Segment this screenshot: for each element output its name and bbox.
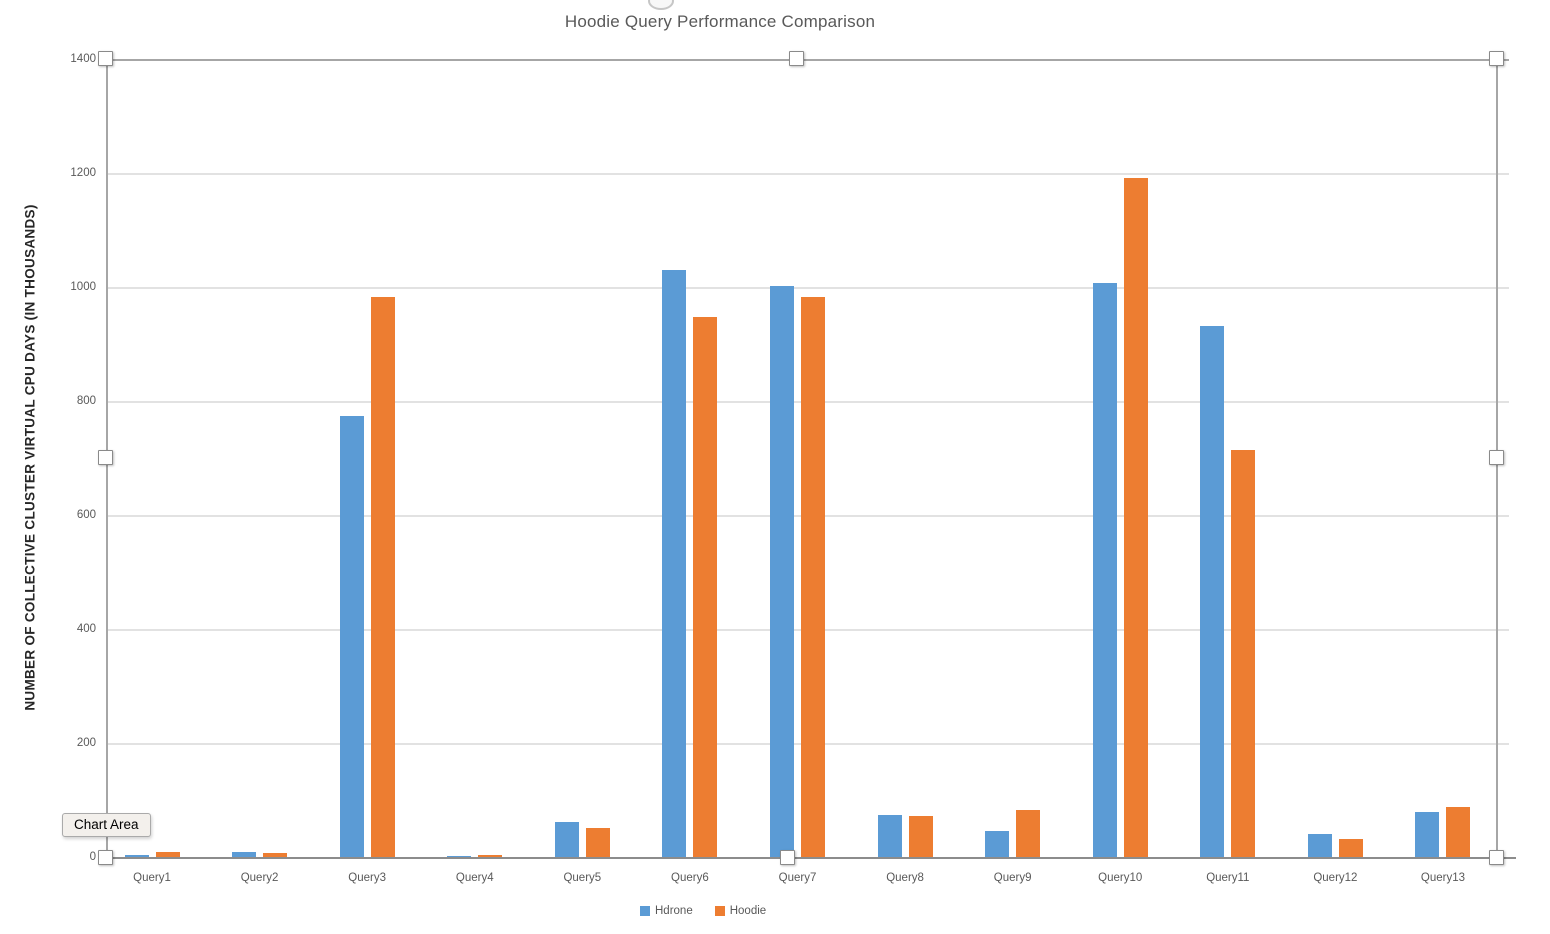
x-tick-label-query3: Query3 bbox=[348, 872, 387, 884]
legend: Hdrone Hoodie bbox=[640, 905, 766, 917]
y-tick-label-1200: 1200 bbox=[70, 167, 96, 179]
bar-hdrone-query11[interactable] bbox=[1200, 325, 1225, 858]
bar-hoodie-query6[interactable] bbox=[693, 317, 718, 858]
bar-hoodie-query9[interactable] bbox=[1016, 810, 1041, 858]
bar-hoodie-query13[interactable] bbox=[1446, 806, 1471, 858]
bar-hoodie-query5[interactable] bbox=[585, 828, 610, 858]
bar-hdrone-query7[interactable] bbox=[769, 285, 794, 858]
bar-hdrone-query13[interactable] bbox=[1415, 811, 1440, 858]
bar-hdrone-query1[interactable] bbox=[124, 855, 149, 858]
y-tick-label-400: 400 bbox=[76, 623, 96, 635]
chart-area-tooltip: Chart Area bbox=[62, 813, 151, 837]
chart-title[interactable]: Hoodie Query Performance Comparison bbox=[564, 12, 876, 31]
bar-hdrone-query3[interactable] bbox=[339, 416, 364, 858]
x-tick-label-query2: Query2 bbox=[240, 872, 279, 884]
gridline-1400 bbox=[107, 59, 1509, 61]
bar-hoodie-query3[interactable] bbox=[370, 296, 395, 858]
legend-label-hoodie: Hoodie bbox=[729, 905, 767, 917]
bar-hdrone-query8[interactable] bbox=[877, 815, 902, 858]
selection-handle-top-left[interactable] bbox=[98, 51, 113, 66]
bar-hdrone-query9[interactable] bbox=[985, 830, 1010, 858]
x-tick-label-query1: Query1 bbox=[133, 872, 171, 884]
bar-hoodie-query10[interactable] bbox=[1123, 177, 1148, 858]
gridline-1000 bbox=[107, 287, 1509, 289]
y-tick-label-200: 200 bbox=[76, 737, 96, 749]
x-tick-label-query7: Query7 bbox=[778, 872, 817, 884]
x-tick-label-query4: Query4 bbox=[455, 872, 494, 884]
x-tick-label-query8: Query8 bbox=[886, 872, 924, 884]
x-tick-label-query13: Query13 bbox=[1420, 872, 1466, 884]
y-tick-label-0: 0 bbox=[89, 851, 96, 863]
y-tick-label-800: 800 bbox=[76, 395, 96, 407]
bar-hoodie-query1[interactable] bbox=[155, 852, 180, 858]
selection-handle-middle-left[interactable] bbox=[98, 450, 113, 465]
bar-hoodie-query8[interactable] bbox=[908, 815, 933, 858]
bar-hdrone-query2[interactable] bbox=[232, 852, 257, 858]
legend-swatch-hoodie bbox=[714, 906, 725, 916]
gridline-1200 bbox=[107, 173, 1509, 175]
selection-handle-middle-right[interactable] bbox=[1489, 450, 1504, 465]
y-tick-label-1400: 1400 bbox=[70, 53, 96, 65]
legend-swatch-hdrone bbox=[640, 906, 650, 916]
bar-hoodie-query7[interactable] bbox=[800, 297, 825, 858]
bar-hoodie-query2[interactable] bbox=[263, 852, 288, 858]
y-axis-title[interactable]: NUMBER OF COLLECTIVE CLUSTER VIRTUAL CPU… bbox=[22, 204, 38, 711]
bar-hoodie-query4[interactable] bbox=[478, 855, 503, 858]
y-tick-label-600: 600 bbox=[76, 509, 96, 521]
bar-hoodie-query11[interactable] bbox=[1231, 449, 1256, 858]
selection-handle-top-center[interactable] bbox=[789, 51, 804, 66]
x-tick-label-query9: Query9 bbox=[993, 872, 1032, 884]
bar-hdrone-query4[interactable] bbox=[447, 855, 472, 858]
selection-handle-bottom-left[interactable] bbox=[98, 850, 113, 865]
selection-handle-bottom-center[interactable] bbox=[780, 850, 795, 865]
bar-hdrone-query6[interactable] bbox=[662, 270, 687, 858]
legend-item-hoodie[interactable]: Hoodie bbox=[714, 905, 767, 917]
x-tick-label-query11: Query11 bbox=[1206, 872, 1250, 884]
selection-handle-top-right[interactable] bbox=[1489, 51, 1504, 66]
x-tick-label-query12: Query12 bbox=[1313, 872, 1358, 884]
bar-hdrone-query10[interactable] bbox=[1092, 283, 1117, 858]
x-tick-label-query6: Query6 bbox=[671, 872, 709, 884]
x-axis-line bbox=[104, 857, 1516, 859]
legend-label-hdrone: Hdrone bbox=[655, 905, 693, 917]
bar-hdrone-query5[interactable] bbox=[554, 821, 579, 858]
y-tick-label-1000: 1000 bbox=[70, 281, 96, 293]
bar-hoodie-query12[interactable] bbox=[1338, 839, 1363, 858]
x-tick-label-query10: Query10 bbox=[1098, 872, 1143, 884]
selection-handle-bottom-right[interactable] bbox=[1489, 850, 1504, 865]
x-tick-label-query5: Query5 bbox=[563, 872, 602, 884]
bar-hdrone-query12[interactable] bbox=[1307, 834, 1332, 858]
cursor-artifact bbox=[648, 0, 674, 10]
legend-item-hdrone[interactable]: Hdrone bbox=[640, 905, 693, 917]
